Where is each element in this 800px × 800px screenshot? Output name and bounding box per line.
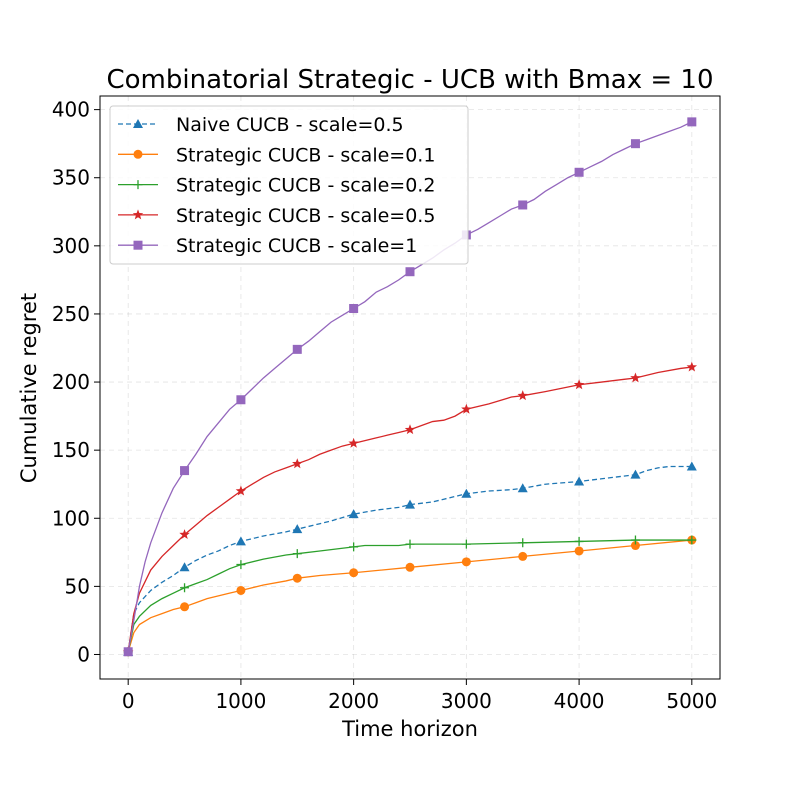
- x-tick-label: 5000: [666, 689, 717, 713]
- data-point: [574, 167, 584, 177]
- data-point: [461, 488, 472, 498]
- data-point: [180, 602, 190, 612]
- data-point: [630, 469, 641, 479]
- chart-title: Combinatorial Strategic - UCB with Bmax …: [106, 65, 713, 95]
- legend-marker: [132, 209, 144, 220]
- series-line: [127, 539, 692, 652]
- data-point: [405, 267, 415, 277]
- x-tick-label: 0: [122, 689, 135, 713]
- data-point: [292, 524, 303, 534]
- y-tick-label: 200: [52, 370, 90, 394]
- y-tick-label: 400: [52, 98, 90, 122]
- legend-label: Strategic CUCB - scale=1: [176, 235, 417, 257]
- legend-label: Strategic CUCB - scale=0.5: [176, 205, 435, 227]
- data-point: [687, 535, 697, 545]
- data-point: [404, 424, 416, 435]
- data-point: [461, 539, 471, 549]
- data-point: [518, 200, 528, 210]
- data-point: [348, 437, 359, 448]
- data-point: [349, 542, 359, 552]
- y-tick-label: 250: [52, 302, 90, 326]
- legend-entry: Strategic CUCB - scale=0.5: [118, 205, 435, 227]
- legend-label: Strategic CUCB - scale=0.1: [176, 144, 435, 166]
- data-point: [236, 585, 246, 595]
- legend: Naive CUCB - scale=0.5 Strategic CUCB - s…: [109, 105, 469, 265]
- x-tick-label: 3000: [441, 689, 492, 713]
- y-tick-label: 300: [52, 234, 90, 258]
- data-point: [687, 117, 697, 127]
- legend-box: [109, 105, 469, 265]
- legend-marker: [133, 240, 143, 250]
- data-point: [630, 541, 640, 551]
- data-point: [517, 483, 528, 493]
- data-point: [405, 562, 415, 572]
- plot-frame: [99, 95, 721, 680]
- y-tick-label: 0: [77, 642, 90, 666]
- series-line: [127, 121, 693, 652]
- y-tick-label: 350: [52, 166, 90, 190]
- series-1: [123, 461, 697, 656]
- data-point: [518, 551, 528, 561]
- data-point: [348, 509, 359, 519]
- data-point: [292, 549, 302, 559]
- x-tick-label: 4000: [554, 689, 605, 713]
- data-point: [235, 536, 246, 546]
- data-point: [236, 560, 246, 570]
- legend-marker: [133, 180, 143, 190]
- legend-entry: Naive CUCB - scale=0.5: [118, 114, 404, 136]
- legend-marker: [133, 149, 143, 159]
- x-tick-label: 1000: [215, 689, 266, 713]
- data-point: [405, 539, 415, 549]
- data-point: [180, 583, 190, 593]
- legend-entry: Strategic CUCB - scale=0.2: [118, 175, 435, 197]
- data-point: [405, 499, 415, 509]
- series-layer: [122, 117, 698, 657]
- data-point: [517, 390, 528, 401]
- y-tick-label: 150: [52, 438, 90, 462]
- series-2: [123, 535, 697, 657]
- y-tick-label: 50: [65, 574, 90, 598]
- data-point: [292, 573, 302, 583]
- x-tick-label: 2000: [328, 689, 379, 713]
- series-line: [127, 465, 692, 652]
- data-point: [461, 557, 471, 567]
- series-5: [123, 117, 697, 657]
- data-point: [236, 395, 246, 405]
- data-point: [630, 139, 640, 149]
- y-axis-label: Cumulative regret: [17, 293, 41, 483]
- data-point: [686, 461, 697, 471]
- y-tick-label: 100: [52, 506, 90, 530]
- data-point: [574, 536, 584, 546]
- data-point: [574, 546, 584, 556]
- data-point: [573, 379, 585, 390]
- data-point: [686, 361, 698, 372]
- data-point: [292, 458, 303, 469]
- data-point: [461, 403, 472, 414]
- data-point: [235, 485, 247, 496]
- legend-label: Strategic CUCB - scale=0.2: [176, 175, 435, 197]
- data-point: [179, 529, 190, 540]
- data-point: [630, 372, 641, 383]
- data-point: [349, 568, 359, 578]
- data-point: [180, 466, 190, 476]
- x-axis-label: Time horizon: [341, 717, 478, 741]
- legend-marker: [133, 119, 143, 128]
- data-point: [292, 344, 302, 354]
- data-point: [630, 535, 640, 545]
- legend-label: Naive CUCB - scale=0.5: [176, 114, 404, 136]
- legend-entry: Strategic CUCB - scale=1: [118, 235, 417, 257]
- data-point: [179, 562, 190, 572]
- x-axis: 0 1000 2000 3000 4000 5000: [122, 679, 717, 713]
- data-point: [123, 647, 133, 657]
- y-axis: 0 50 100 150 200 250 300 350 400: [52, 98, 100, 666]
- data-point: [518, 538, 528, 548]
- data-point: [349, 303, 359, 313]
- legend-entry: Strategic CUCB - scale=0.1: [118, 144, 435, 166]
- data-point: [574, 476, 585, 486]
